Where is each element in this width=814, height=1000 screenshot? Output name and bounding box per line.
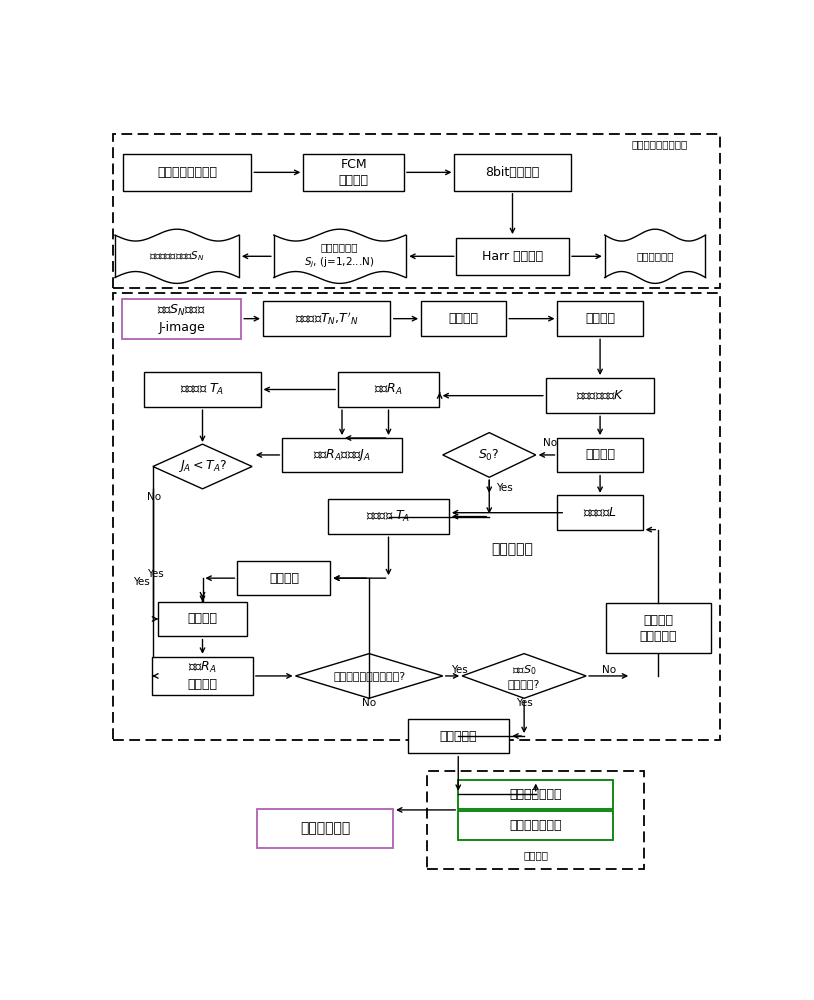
Text: 高分辨率遥感影像: 高分辨率遥感影像 [157,166,217,179]
Text: 区域增长: 区域增长 [585,448,615,461]
Text: 区域$R_A$
分割结果: 区域$R_A$ 分割结果 [187,660,217,691]
Text: 分割结果
尺度间映射: 分割结果 尺度间映射 [640,614,677,643]
Bar [458,780,613,809]
Bar [558,301,643,336]
Bar [457,238,569,275]
Text: Yes: Yes [147,569,164,579]
Bar [113,134,720,288]
Text: 计算阈值 $T_A$: 计算阈值 $T_A$ [181,382,225,397]
Bar [257,809,393,848]
Text: Yes: Yes [516,698,532,708]
Text: 待合并区域: 待合并区域 [440,730,477,742]
Text: 区域增长: 区域增长 [585,312,615,325]
Bar [144,372,260,407]
Text: 高频影像序列: 高频影像序列 [637,251,674,261]
Text: 低频影像序列
$S_j$, (j=1,2...N): 低频影像序列 $S_j$, (j=1,2...N) [304,243,375,270]
Polygon shape [274,229,405,283]
Bar [458,811,613,840]
Text: No: No [147,492,161,502]
Text: 当前尺度是否计算完毕?: 当前尺度是否计算完毕? [333,671,405,681]
Text: No: No [362,698,376,708]
Bar [152,657,253,695]
Text: 计算$R_A$对应的$J_A$: 计算$R_A$对应的$J_A$ [313,447,371,463]
Text: 颜色量化与小波变换: 颜色量化与小波变换 [632,140,688,150]
Text: 计算阈值 $T_A$: 计算阈值 $T_A$ [366,509,411,524]
Polygon shape [443,433,536,477]
Polygon shape [462,654,586,698]
Bar [338,372,439,407]
Text: $J_A < T_A$?: $J_A < T_A$? [178,458,227,475]
Text: 对象$R_A$: 对象$R_A$ [374,382,403,397]
Bar [113,293,720,740]
Polygon shape [115,229,239,283]
Text: 计算$S_N$对应的
J-image: 计算$S_N$对应的 J-image [157,303,206,334]
Bar [558,438,643,472]
Bar [421,301,506,336]
Bar [123,154,251,191]
Text: Harr 小波变换: Harr 小波变换 [482,250,543,263]
Polygon shape [153,444,252,489]
Text: 种子区域: 种子区域 [269,572,299,585]
Bar [558,495,643,530]
Bar [454,154,571,191]
Text: $S_0$?: $S_0$? [479,447,500,462]
Polygon shape [295,654,443,698]
Bar [238,561,330,595]
Text: 种子区域: 种子区域 [449,312,479,325]
Text: 区域合并: 区域合并 [523,850,549,860]
Bar [158,602,247,636]
Text: 最终分割结果: 最终分割结果 [300,821,350,835]
Text: 种子区域$L$: 种子区域$L$ [584,506,617,519]
Bar [282,438,402,472]
Bar [304,154,404,191]
Text: No: No [543,438,557,448]
Text: 彩色直方图准则: 彩色直方图准则 [510,788,562,801]
Text: Yes: Yes [497,483,513,493]
Bar [427,771,644,869]
Text: Yes: Yes [133,577,150,587]
Text: 8bit量化影像: 8bit量化影像 [485,166,540,179]
Text: FCM
影像量化: FCM 影像量化 [339,158,369,187]
Text: 多尺度分割: 多尺度分割 [492,543,533,557]
Text: 区域增长: 区域增长 [187,612,217,625]
Bar [122,299,241,339]
Bar [606,603,711,653]
Bar [408,719,509,753]
Text: 最大尺度低频影像$S_N$: 最大尺度低频影像$S_N$ [149,249,204,263]
Polygon shape [605,229,706,283]
Bar [546,378,654,413]
Bar [328,499,449,534]
Text: 尺度$S_0$
计算完毕?: 尺度$S_0$ 计算完毕? [508,663,540,689]
Bar [263,301,391,336]
Text: 疑似边界区域$K$: 疑似边界区域$K$ [575,389,624,402]
Text: Yes: Yes [452,665,468,675]
Text: 计算阈值$T_N$,$T'_N$: 计算阈值$T_N$,$T'_N$ [295,310,358,327]
Text: 颜色标准差准则: 颜色标准差准则 [510,819,562,832]
Text: No: No [602,665,616,675]
